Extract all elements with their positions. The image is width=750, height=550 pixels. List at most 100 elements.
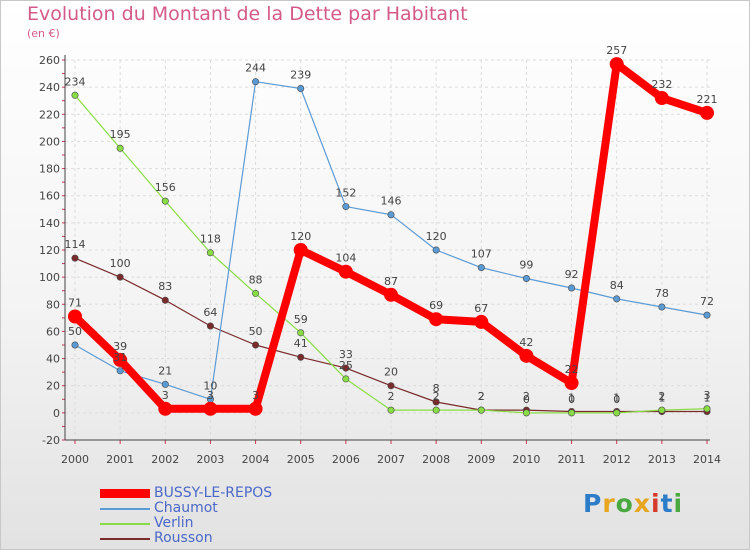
- data-point-verlin[interactable]: [658, 406, 666, 414]
- data-point-verlin[interactable]: [703, 405, 711, 413]
- data-point-verlin[interactable]: [297, 329, 305, 337]
- x-tick-label: 2010: [512, 453, 540, 466]
- data-label-rousson: 64: [203, 306, 217, 319]
- data-point-chaumot[interactable]: [613, 295, 621, 303]
- y-tick-label: 160: [39, 190, 60, 203]
- y-tick-label: 240: [39, 81, 60, 94]
- data-point-verlin[interactable]: [432, 406, 440, 414]
- data-point-chaumot[interactable]: [342, 203, 350, 211]
- data-point-verlin[interactable]: [71, 91, 79, 99]
- data-point-rousson[interactable]: [161, 296, 169, 304]
- y-tick-label: 200: [39, 135, 60, 148]
- data-label-verlin: 25: [339, 359, 353, 372]
- data-label-verlin: 0: [523, 393, 530, 406]
- data-point-rousson[interactable]: [71, 254, 79, 262]
- data-point-rousson[interactable]: [342, 364, 350, 372]
- y-tick-label: 100: [39, 271, 60, 284]
- logo-letter: o: [615, 489, 634, 518]
- data-point-bussy-le-repos[interactable]: [609, 57, 624, 72]
- data-point-rousson[interactable]: [252, 341, 260, 349]
- x-tick-label: 2003: [196, 453, 224, 466]
- legend-item-bussy-le-repos[interactable]: BUSSY-LE-REPOS: [100, 486, 272, 501]
- data-point-chaumot[interactable]: [252, 78, 260, 86]
- y-tick-label: 180: [39, 163, 60, 176]
- y-tick-label: 60: [46, 325, 60, 338]
- data-point-verlin[interactable]: [568, 409, 576, 417]
- data-label-bussy-le-repos: 42: [519, 336, 533, 349]
- data-label-chaumot: 10: [203, 379, 217, 392]
- x-tick-label: 2013: [648, 453, 676, 466]
- data-point-chaumot[interactable]: [432, 246, 440, 254]
- data-point-rousson[interactable]: [297, 353, 305, 361]
- data-label-bussy-le-repos: 120: [290, 230, 311, 243]
- y-tick-label: 260: [39, 54, 60, 67]
- data-point-chaumot[interactable]: [703, 311, 711, 319]
- data-point-bussy-le-repos[interactable]: [700, 105, 714, 120]
- data-point-verlin[interactable]: [161, 197, 169, 205]
- data-point-chaumot[interactable]: [477, 264, 485, 272]
- data-point-rousson[interactable]: [206, 322, 214, 330]
- data-point-chaumot[interactable]: [658, 303, 666, 311]
- legend-swatch-verlin: [100, 522, 150, 525]
- data-label-verlin: 118: [200, 233, 221, 246]
- data-point-bussy-le-repos[interactable]: [564, 376, 579, 390]
- data-point-verlin[interactable]: [206, 249, 214, 257]
- data-point-rousson[interactable]: [387, 382, 395, 390]
- data-point-verlin[interactable]: [477, 406, 485, 414]
- data-label-verlin: 59: [294, 313, 308, 326]
- data-point-bussy-le-repos[interactable]: [429, 312, 444, 327]
- data-point-bussy-le-repos[interactable]: [384, 287, 398, 302]
- data-label-bussy-le-repos: 3: [162, 389, 169, 402]
- data-label-rousson: 8: [433, 382, 440, 395]
- data-point-chaumot[interactable]: [522, 274, 530, 282]
- data-point-chaumot[interactable]: [116, 367, 124, 375]
- data-point-verlin[interactable]: [116, 144, 124, 152]
- data-point-bussy-le-repos[interactable]: [654, 91, 669, 105]
- data-label-verlin: 3: [704, 389, 711, 402]
- x-tick-label: 2001: [106, 453, 134, 466]
- data-point-chaumot[interactable]: [297, 85, 305, 93]
- data-label-verlin: 0: [613, 393, 620, 406]
- data-point-bussy-le-repos[interactable]: [158, 401, 173, 416]
- data-point-bussy-le-repos[interactable]: [293, 243, 308, 257]
- data-point-rousson[interactable]: [116, 273, 124, 281]
- data-point-verlin[interactable]: [522, 409, 530, 417]
- data-point-bussy-le-repos[interactable]: [474, 314, 489, 329]
- data-point-chaumot[interactable]: [161, 380, 169, 388]
- data-label-chaumot: 120: [426, 230, 447, 243]
- y-tick-label: 120: [39, 244, 60, 257]
- data-label-bussy-le-repos: 221: [697, 93, 718, 106]
- data-label-verlin: 2: [433, 390, 440, 403]
- data-label-bussy-le-repos: 104: [335, 252, 356, 265]
- data-point-verlin[interactable]: [387, 406, 395, 414]
- legend-item-verlin[interactable]: Verlin: [100, 516, 272, 531]
- data-point-rousson[interactable]: [432, 398, 440, 406]
- data-point-verlin[interactable]: [342, 375, 350, 383]
- data-point-chaumot[interactable]: [387, 211, 395, 219]
- data-label-rousson: 1: [704, 392, 711, 405]
- data-point-bussy-le-repos[interactable]: [203, 401, 218, 416]
- data-point-bussy-le-repos[interactable]: [113, 352, 128, 367]
- data-point-bussy-le-repos[interactable]: [68, 309, 82, 324]
- y-tick-label: -20: [42, 434, 60, 447]
- logo-letter: r: [602, 489, 616, 518]
- x-tick-label: 2005: [287, 453, 315, 466]
- data-point-chaumot[interactable]: [568, 284, 576, 292]
- legend-swatch-bussy-le-repos: [100, 489, 150, 498]
- data-label-bussy-le-repos: 22: [565, 363, 579, 376]
- legend-label: Chaumot: [154, 500, 218, 516]
- data-point-verlin[interactable]: [252, 289, 260, 297]
- legend-item-rousson[interactable]: Rousson: [100, 531, 272, 546]
- data-point-bussy-le-repos[interactable]: [248, 401, 263, 416]
- data-label-chaumot: 31: [113, 351, 127, 364]
- legend-item-chaumot[interactable]: Chaumot: [100, 501, 272, 516]
- data-point-bussy-le-repos[interactable]: [338, 264, 353, 279]
- data-point-chaumot[interactable]: [71, 341, 79, 349]
- data-label-rousson: 2: [478, 390, 485, 403]
- logo-letter: i: [651, 489, 661, 518]
- data-point-verlin[interactable]: [613, 409, 621, 417]
- data-label-chaumot: 78: [655, 287, 669, 300]
- data-label-chaumot: 239: [290, 69, 311, 82]
- data-point-bussy-le-repos[interactable]: [519, 348, 534, 363]
- proxiti-logo: Proxiti: [583, 489, 683, 518]
